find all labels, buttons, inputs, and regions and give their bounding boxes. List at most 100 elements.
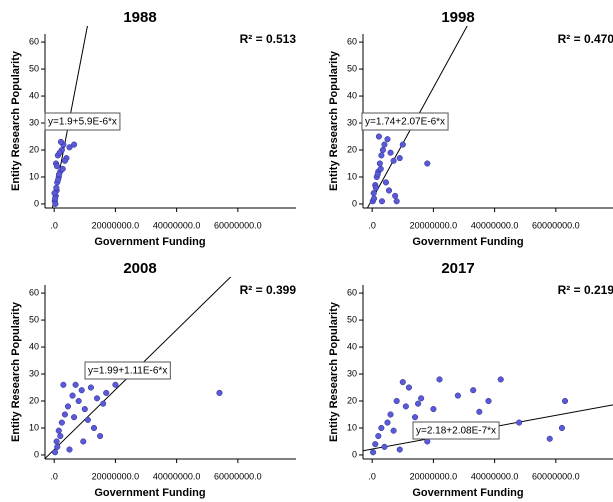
x-tick-label: .0	[50, 220, 58, 230]
point	[61, 411, 68, 418]
point	[59, 165, 66, 172]
point	[375, 133, 382, 140]
point	[52, 449, 59, 456]
point	[53, 438, 60, 445]
x-tick-label: 20000000.0	[410, 220, 458, 230]
y-tick-label: 30	[347, 368, 357, 378]
point	[378, 424, 385, 432]
y-tick-label: 40	[29, 341, 39, 351]
y-tick-label: 0	[352, 449, 357, 459]
point	[387, 411, 394, 418]
y-tick-label: 20	[347, 144, 357, 154]
y-tick-label: 50	[29, 314, 39, 324]
x-axis-label: Government Funding	[94, 487, 205, 499]
panel: 1988 R² = 0.513 Government Funding Entity R…	[10, 9, 297, 248]
x-tick-label: 60000000.0	[532, 220, 580, 230]
x-tick-label: 40000000.0	[471, 471, 519, 481]
point	[396, 155, 403, 162]
y-axis-label: Entity Research Popularity	[10, 50, 22, 191]
point	[66, 144, 73, 151]
point	[393, 397, 400, 405]
point	[390, 157, 397, 164]
y-tick-label: 10	[29, 422, 39, 432]
r-squared: R² = 0.470	[558, 32, 613, 46]
equation-box	[84, 361, 171, 380]
x-tick-label: 20000000.0	[410, 471, 458, 481]
point	[374, 171, 381, 178]
x-tick-label: .0	[368, 471, 376, 481]
point	[378, 152, 385, 159]
r-squared: R² = 0.513	[240, 32, 297, 46]
point	[379, 146, 386, 154]
y-tick-label: 10	[29, 171, 39, 181]
point	[516, 419, 523, 426]
y-tick-label: 50	[347, 314, 357, 324]
fit-equation: y=2.18+2.08E-7*x	[416, 426, 496, 437]
equation-box	[412, 421, 500, 440]
point	[387, 149, 394, 156]
point	[72, 381, 79, 388]
point	[396, 446, 403, 453]
point	[84, 416, 91, 423]
point	[372, 184, 379, 191]
r-squared: R² = 0.219	[558, 283, 613, 297]
point	[370, 195, 378, 202]
point	[66, 446, 73, 453]
point	[376, 160, 383, 167]
fit-equation: y=1.99+1.11E-6*x	[88, 366, 167, 377]
point	[390, 427, 397, 434]
y-axis-label: Entity Research Popularity	[10, 301, 22, 442]
point	[52, 200, 59, 208]
y-tick-label: 30	[29, 368, 39, 378]
point	[392, 192, 399, 199]
point	[90, 424, 98, 432]
fit-equation: y=1.74+2.07E-6*x	[365, 117, 445, 128]
point	[424, 160, 431, 167]
point	[372, 441, 379, 448]
point	[216, 389, 223, 396]
point	[381, 443, 388, 450]
point	[485, 397, 492, 405]
point	[87, 384, 94, 391]
x-tick-label: 20000000.0	[92, 471, 140, 481]
point	[103, 389, 110, 396]
point	[61, 157, 68, 164]
point	[470, 387, 477, 394]
point	[546, 435, 553, 442]
point	[56, 171, 63, 178]
x-tick-label: 40000000.0	[153, 220, 201, 230]
point	[393, 198, 400, 205]
r-squared: R² = 0.399	[240, 283, 297, 297]
point	[399, 379, 406, 386]
y-tick-label: 50	[347, 63, 357, 73]
equation-box	[44, 112, 121, 131]
y-tick-label: 20	[29, 144, 39, 154]
point	[57, 433, 64, 440]
point	[424, 438, 431, 445]
fit-line	[45, 277, 232, 459]
fit-line	[366, 26, 468, 208]
panel-title: 1988	[123, 9, 156, 26]
point	[411, 414, 419, 421]
y-tick-label: 40	[347, 90, 357, 100]
point	[80, 438, 87, 445]
point	[69, 392, 76, 399]
point	[415, 400, 422, 407]
x-tick-label: 60000000.0	[214, 220, 262, 230]
y-tick-label: 10	[347, 422, 357, 432]
panel: 2017 R² = 0.219 Government Funding Entity R…	[328, 260, 613, 499]
point	[454, 392, 461, 399]
x-axis-label: Government Funding	[412, 236, 523, 248]
point	[384, 419, 391, 426]
x-tick-label: 40000000.0	[471, 220, 519, 230]
y-tick-label: 40	[347, 341, 357, 351]
panel-title: 2017	[441, 260, 474, 277]
point	[402, 403, 409, 410]
x-tick-label: 60000000.0	[532, 471, 580, 481]
point	[561, 397, 569, 405]
point	[55, 427, 62, 434]
point	[436, 376, 443, 383]
y-tick-label: 50	[29, 63, 39, 73]
point	[430, 406, 437, 413]
